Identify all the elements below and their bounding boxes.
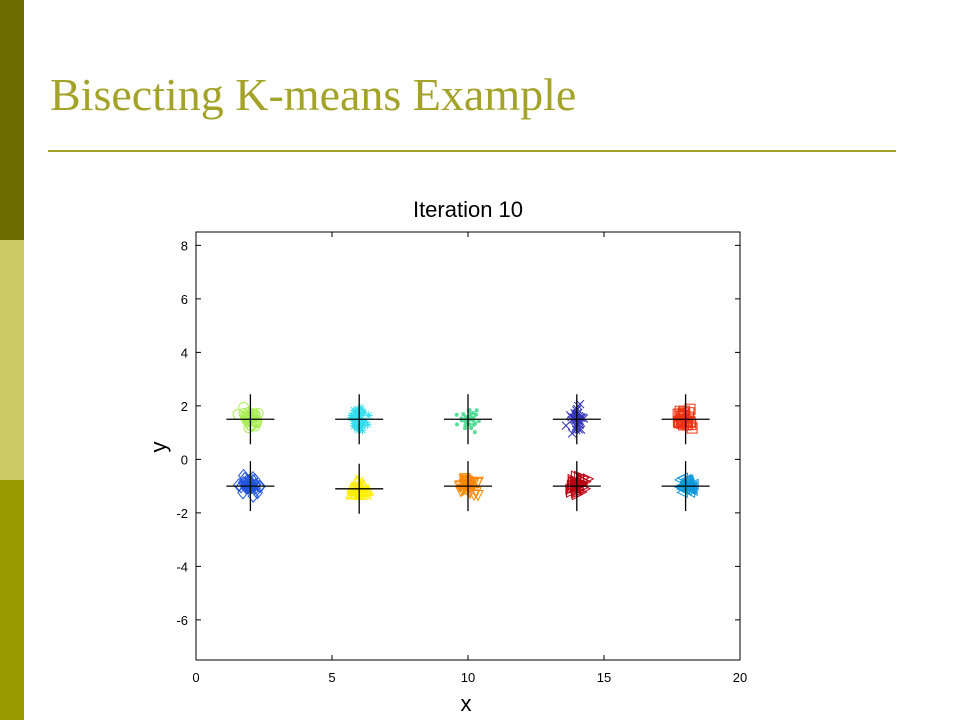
centroid-marker [444,461,492,512]
data-point [463,422,468,427]
centroid-marker [226,461,275,512]
data-point [458,478,471,491]
data-point [568,476,580,488]
data-point [677,415,689,427]
axes: 0 5 10 15 20 -6 -4 -2 0 2 4 6 8 [176,232,747,685]
centroid-marker [552,461,601,512]
y-tick-label: -2 [176,506,188,521]
data-point [350,421,359,430]
data-point [347,411,356,420]
x-tick-label: 20 [733,670,747,685]
data-point [468,489,480,502]
data-point [237,475,250,490]
data-point [353,416,362,425]
data-point [463,414,468,419]
data-point [348,484,360,496]
data-point [472,430,477,435]
data-point [241,414,253,426]
data-point [469,426,474,431]
centroid-marker [661,461,710,512]
data-point [353,405,362,414]
data-point [474,412,479,417]
data-point [474,408,479,413]
centroids [226,394,710,514]
x-axis-label: x [461,691,472,716]
data-point [359,409,368,418]
data-point [680,484,692,496]
data-point [473,421,478,426]
data-point [232,478,245,492]
data-points [232,399,699,503]
data-point [574,470,586,483]
y-tick-label: -4 [176,559,188,574]
data-point [578,413,587,423]
data-point [351,408,360,417]
y-tick-label: 2 [181,399,188,414]
data-point [250,483,262,498]
data-point [357,404,366,413]
centroid-marker [335,463,384,514]
data-point [243,410,255,422]
data-point [364,411,373,420]
y-tick-label: 0 [181,452,188,467]
centroid-marker [444,394,492,445]
data-point [237,468,250,483]
centroid-marker [552,394,601,445]
data-point [577,481,589,494]
data-point [567,429,577,438]
slide-title: Bisecting K-means Example [50,69,577,120]
side-bar-middle [0,240,24,480]
plot-frame [195,231,741,661]
data-point [461,412,466,417]
data-point [361,417,370,426]
data-point [573,401,583,411]
x-tick-label: 5 [328,670,335,685]
side-bar-bottom [0,480,24,720]
chart-title: Iteration 10 [413,197,523,222]
y-axis-label: y [146,442,171,453]
data-point [567,473,580,486]
data-point [576,425,586,434]
y-tick-label: 6 [181,292,188,307]
data-point [467,422,472,427]
centroid-marker [661,394,710,445]
data-point [356,422,365,431]
centroid-marker [226,394,275,445]
x-tick-label: 10 [461,670,475,685]
data-point [476,419,481,424]
data-point [361,484,373,497]
data-point [351,475,364,487]
x-tick-label: 15 [597,670,611,685]
title-rule [48,150,896,152]
data-point [239,475,251,490]
centroid-marker [335,394,384,445]
data-point [455,422,460,427]
y-tick-label: -6 [176,613,188,628]
data-point [582,473,595,485]
data-point [680,474,693,487]
data-point [357,414,366,423]
data-point [347,413,356,422]
data-point [242,479,255,494]
data-point [454,412,459,417]
y-tick-label: 4 [181,345,188,360]
data-point [571,423,580,433]
y-tick-label: 8 [181,238,188,253]
side-bar-top [0,0,24,240]
x-tick-label: 0 [192,670,199,685]
